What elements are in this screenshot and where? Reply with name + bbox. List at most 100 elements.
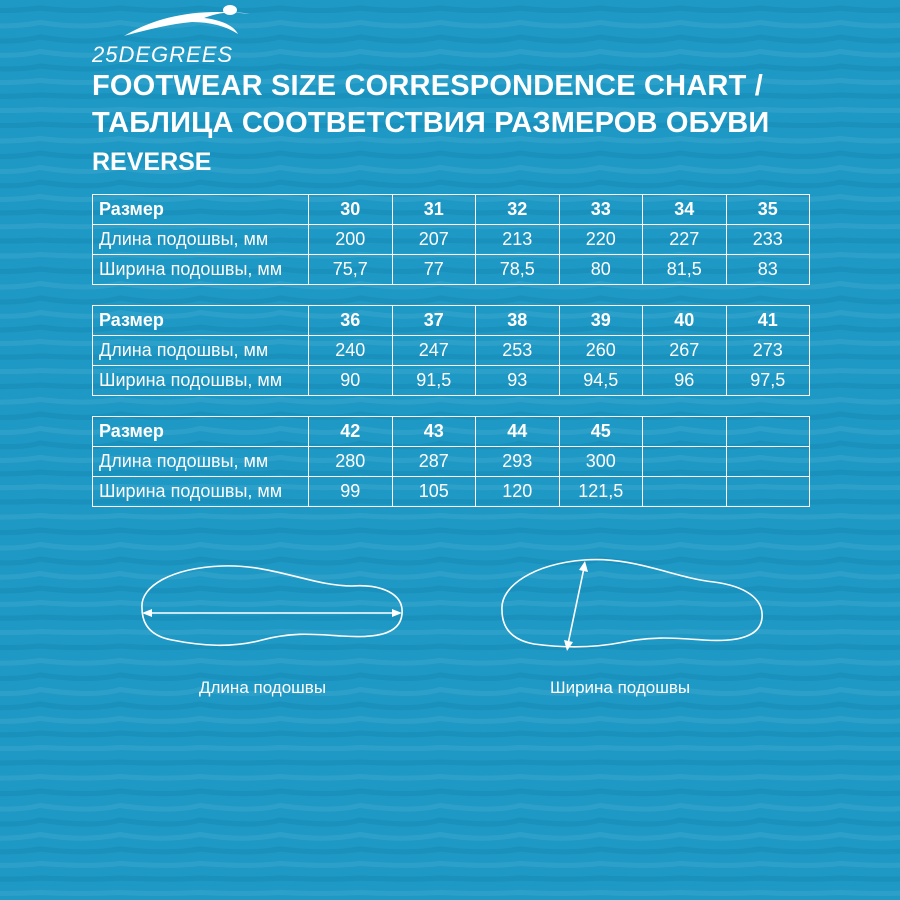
size-cell: 35 [725,194,810,225]
size-table-2: Размер 36 37 38 39 40 41 Длина подошвы, … [92,305,810,396]
wave-line [0,599,900,607]
size-cell: 37 [391,305,476,336]
width-cell: 94,5 [558,365,643,396]
width-arrow-icon [567,567,585,645]
size-row: Размер 42 43 44 45 [92,416,810,447]
wave-line [0,77,900,85]
width-cell: 120 [475,476,560,507]
row-label: Ширина подошвы, мм [92,365,309,396]
wave-line [0,556,900,566]
size-cell: 39 [558,305,643,336]
wave-line [0,585,900,594]
size-cell: 31 [391,194,476,225]
length-cell: 300 [558,446,643,477]
model-subtitle: REVERSE [92,148,212,176]
length-cell [642,446,727,477]
size-cell: 41 [725,305,810,336]
wave-line [0,541,900,551]
row-label: Размер [92,194,309,225]
wave-line [0,817,900,827]
size-cell: 36 [308,305,393,336]
width-cell: 105 [391,476,476,507]
wave-line [0,715,900,724]
wave-line [0,512,900,520]
wave-line [0,672,900,682]
sole-outline-icon [141,565,403,647]
width-cell: 96 [642,365,727,396]
width-cell: 77 [391,254,476,285]
sole-length-diagram [141,565,403,647]
wave-line [0,802,900,812]
wave-line [0,686,900,696]
size-row: Размер 36 37 38 39 40 41 [92,305,810,336]
brand-logo: 25DEGREES [92,42,234,67]
wave-line [0,788,900,797]
wave-line [0,527,900,536]
length-cell: 220 [558,224,643,255]
length-cell: 207 [391,224,476,255]
wave-line [0,106,900,114]
length-cell: 253 [475,335,560,366]
wave-line [0,831,900,841]
length-row: Длина подошвы, мм 240 247 253 260 267 27… [92,335,810,366]
wave-line [0,759,900,766]
length-cell: 227 [642,224,727,255]
wave-line [0,396,900,405]
size-cell: 45 [558,416,643,447]
width-cell: 75,7 [308,254,393,285]
wave-line [0,164,900,174]
wave-line [0,150,900,159]
wave-line [0,121,900,129]
width-cell: 97,5 [725,365,810,396]
row-label: Размер [92,416,309,447]
width-cell [642,476,727,507]
width-cell: 81,5 [642,254,727,285]
wave-line [0,5,900,13]
length-cell: 233 [725,224,810,255]
wave-line [0,701,900,711]
wave-line [0,48,900,58]
length-row: Длина подошвы, мм 200 207 213 220 227 23… [92,224,810,255]
length-cell: 200 [308,224,393,255]
size-cell: 43 [391,416,476,447]
size-table-3: Размер 42 43 44 45 Длина подошвы, мм 280… [92,416,810,507]
size-cell: 38 [475,305,560,336]
wave-line [0,570,900,580]
size-row: Размер 30 31 32 33 34 35 [92,194,810,225]
length-cell: 267 [642,335,727,366]
wave-line [0,889,900,897]
wave-line [0,179,900,189]
size-cell: 32 [475,194,560,225]
wave-line [0,135,900,144]
size-table-1: Размер 30 31 32 33 34 35 Длина подошвы, … [92,194,810,285]
width-cell: 90 [308,365,393,396]
wave-line [0,860,900,868]
width-cell: 78,5 [475,254,560,285]
sole-width-caption: Ширина подошвы [550,678,691,697]
row-label: Длина подошвы, мм [92,446,309,477]
size-cell [725,416,810,447]
wave-line [0,643,900,651]
wave-line [0,628,900,636]
wave-line [0,19,900,29]
size-cell: 34 [642,194,727,225]
length-cell: 240 [308,335,393,366]
row-label: Ширина подошвы, мм [92,476,309,507]
width-cell: 93 [475,365,560,396]
sole-outline-icon [501,558,763,648]
width-cell: 80 [558,254,643,285]
width-cell: 121,5 [558,476,643,507]
row-label: Длина подошвы, мм [92,224,309,255]
wave-line [0,92,900,99]
width-row: Ширина подошвы, мм 99 105 120 121,5 [92,476,810,507]
wave-line [0,875,900,882]
sole-length-caption: Длина подошвы [199,678,327,697]
width-row: Ширина подошвы, мм 90 91,5 93 94,5 96 97… [92,365,810,396]
wave-line [0,614,900,621]
length-cell: 247 [391,335,476,366]
wave-line [0,657,900,666]
wave-line [0,846,900,855]
length-cell: 293 [475,446,560,477]
row-label: Ширина подошвы, мм [92,254,309,285]
